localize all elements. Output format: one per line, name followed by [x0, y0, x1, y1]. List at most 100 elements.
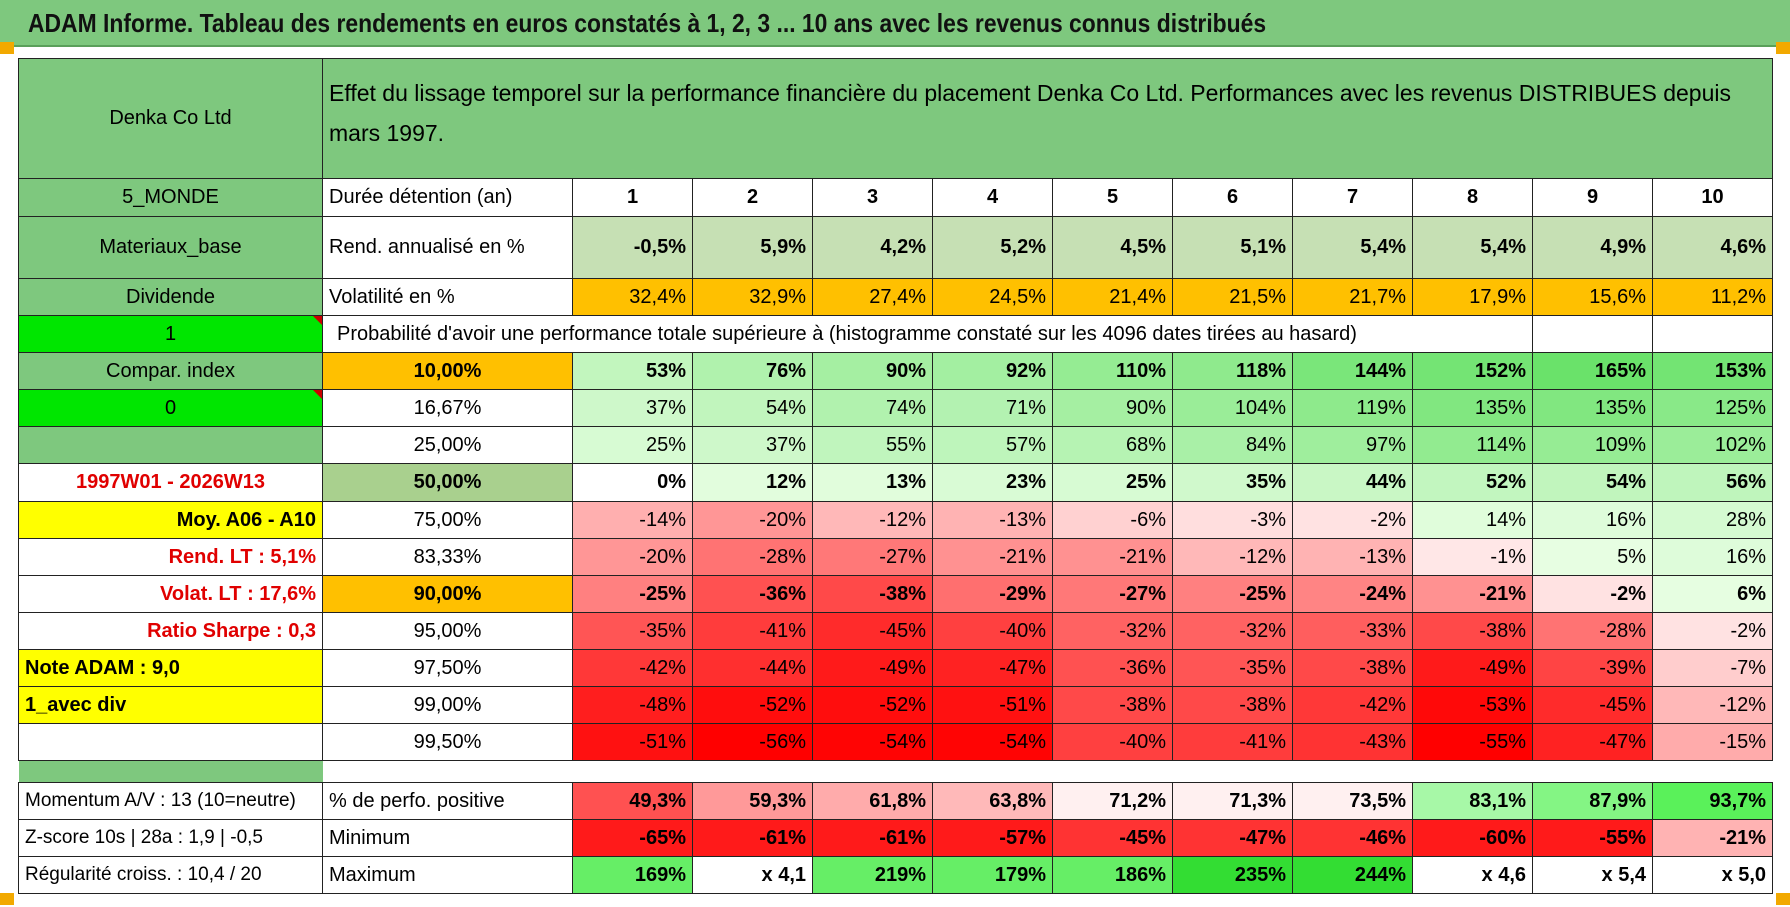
sector-label: Materiaux_base — [18, 216, 323, 279]
positive-performance-label: % de perfo. positive — [322, 782, 573, 820]
minimum-value: -57% — [932, 819, 1053, 857]
volatility-value: 32,4% — [572, 278, 693, 316]
table-row: 5_MONDE Durée détention (an) 1 2 3 4 5 6 7 8 9 10 — [18, 178, 1774, 217]
annual-return-value: -0,5% — [572, 216, 693, 279]
quantile-value: -41% — [1172, 723, 1293, 761]
quantile-value: -40% — [932, 612, 1053, 650]
quantile-value: 71% — [932, 389, 1053, 427]
quantile-value: -32% — [1172, 612, 1293, 650]
quantile-value: 12% — [692, 463, 813, 502]
quantile-value: -32% — [1052, 612, 1173, 650]
quantile-value: 84% — [1172, 426, 1293, 464]
quantile-value: 114% — [1412, 426, 1533, 464]
minimum-value: -21% — [1651, 819, 1774, 857]
quantile-value: -45% — [812, 612, 933, 650]
volatility-label: Volatilité en % — [322, 278, 573, 316]
quantile-value: 25% — [572, 426, 693, 464]
quantile-threshold: 99,50% — [322, 723, 573, 761]
quantile-value: -27% — [1052, 575, 1173, 613]
table-row: Z-score 10s | 28a : 1,9 | -0,5 Minimum -65… — [18, 819, 1774, 857]
quantile-value: 109% — [1532, 426, 1653, 464]
positive-rate-value: 63,8% — [932, 782, 1053, 820]
regularity-label: Régularité croiss. : 10,4 / 20 — [18, 856, 323, 894]
quantile-threshold: 16,67% — [322, 389, 573, 427]
annual-return-value: 5,4% — [1412, 216, 1533, 279]
minimum-value: -46% — [1292, 819, 1413, 857]
quantile-value: 119% — [1292, 389, 1413, 427]
performance-table: Denka Co Ltd Effet du lissage temporel su… — [18, 58, 1774, 894]
separator — [322, 760, 1773, 783]
z-score-label: Z-score 10s | 28a : 1,9 | -0,5 — [18, 819, 323, 857]
quantile-value: 90% — [812, 352, 933, 390]
quantile-value: 52% — [1412, 463, 1533, 502]
positive-rate-value: 59,3% — [692, 782, 813, 820]
quantile-value: -36% — [1052, 649, 1173, 687]
quantile-value: -42% — [1292, 686, 1413, 724]
corner-mark-bottom-right — [1776, 893, 1790, 905]
quantile-value: 97% — [1292, 426, 1413, 464]
region-label: 5_MONDE — [18, 178, 323, 217]
adam-score: Note ADAM : 9,0 — [18, 649, 323, 687]
quantile-value: -52% — [692, 686, 813, 724]
maximum-value: 235% — [1172, 856, 1293, 894]
quantile-value: -21% — [1052, 538, 1173, 576]
annual-return-value: 4,9% — [1532, 216, 1653, 279]
quantile-value: 153% — [1651, 352, 1774, 390]
positive-rate-value: 71,3% — [1172, 782, 1293, 820]
blank-cell — [1651, 315, 1774, 353]
quantile-value: -49% — [1412, 649, 1533, 687]
quantile-value: -36% — [692, 575, 813, 613]
variant-label: 1_avec div — [18, 686, 323, 724]
quantile-value: -54% — [932, 723, 1053, 761]
sharpe-ratio: Ratio Sharpe : 0,3 — [18, 612, 323, 650]
table-row: Rend. LT : 5,1% 83,33% -20% -28% -27% -21% -21… — [18, 538, 1774, 576]
maximum-value: x 4,1 — [692, 856, 813, 894]
table-row: Materiaux_base Rend. annualisé en % -0,5% 5… — [18, 216, 1774, 279]
minimum-value: -61% — [812, 819, 933, 857]
year-header: 3 — [812, 178, 933, 217]
year-header: 9 — [1532, 178, 1653, 217]
quantile-value: -15% — [1651, 723, 1774, 761]
annual-return-value: 4,5% — [1052, 216, 1173, 279]
table-description: Effet du lissage temporel sur la perform… — [321, 58, 1774, 179]
quantile-value: 23% — [932, 463, 1053, 502]
table-row: Momentum A/V : 13 (10=neutre)% de perfo.… — [18, 782, 1774, 820]
quantile-value: 16% — [1651, 538, 1774, 576]
year-header: 8 — [1412, 178, 1533, 217]
quantile-value: 165% — [1532, 352, 1653, 390]
annual-return-value: 5,4% — [1292, 216, 1413, 279]
annual-return-value: 4,6% — [1651, 216, 1774, 279]
corner-mark-bottom-left — [0, 893, 14, 905]
year-header: 7 — [1292, 178, 1413, 217]
maximum-value: 219% — [812, 856, 933, 894]
quantile-value: -20% — [572, 538, 693, 576]
quantile-value: -6% — [1052, 501, 1173, 539]
quantile-value: -49% — [812, 649, 933, 687]
volatility-value: 17,9% — [1412, 278, 1533, 316]
quantile-value: -2% — [1651, 612, 1774, 650]
minimum-value: -55% — [1532, 819, 1653, 857]
quantile-value: 135% — [1412, 389, 1533, 427]
quantile-value: -24% — [1292, 575, 1413, 613]
quantile-value: -25% — [572, 575, 693, 613]
quantile-value: -25% — [1172, 575, 1293, 613]
quantile-value: -56% — [692, 723, 813, 761]
quantile-threshold: 83,33% — [322, 538, 573, 576]
volatility-value: 21,5% — [1172, 278, 1293, 316]
quantile-value: -40% — [1052, 723, 1173, 761]
quantile-value: -27% — [812, 538, 933, 576]
probability-caption: Probabilité d'avoir une performance tota… — [322, 315, 1533, 353]
quantile-value: 28% — [1651, 501, 1774, 539]
positive-rate-value: 83,1% — [1412, 782, 1533, 820]
quantile-value: -20% — [692, 501, 813, 539]
year-header: 10 — [1651, 178, 1774, 217]
quantile-threshold: 95,00% — [322, 612, 573, 650]
report-title: ADAM Informe. Tableau des rendements en … — [28, 8, 1267, 38]
maximum-label: Maximum — [322, 856, 573, 894]
quantile-value: -43% — [1292, 723, 1413, 761]
annual-return-label: Rend. annualisé en % — [322, 216, 573, 279]
quantile-value: -42% — [572, 649, 693, 687]
minimum-value: -60% — [1412, 819, 1533, 857]
quantile-value: -48% — [572, 686, 693, 724]
quantile-value: -47% — [932, 649, 1053, 687]
